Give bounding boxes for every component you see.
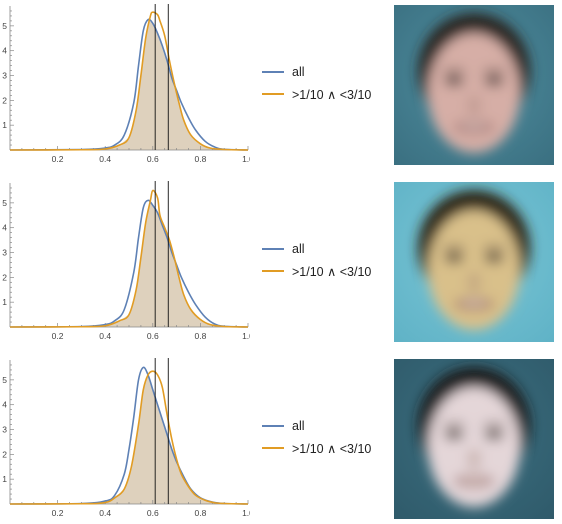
legend-swatch-subset	[262, 447, 284, 449]
y-tick-label: 5	[2, 21, 7, 31]
legend-swatch-all	[262, 71, 284, 73]
left-brow	[442, 422, 466, 428]
overlap-fill	[10, 21, 248, 150]
legend-item-subset: >1/10 ∧ <3/10	[262, 260, 371, 282]
density-curve-subset	[9, 189, 249, 328]
legend-item-all: all	[262, 415, 371, 437]
legend-swatch-all	[262, 425, 284, 427]
y-tick-label: 3	[2, 71, 7, 81]
x-tick-label: 1.0	[242, 154, 250, 164]
legend-item-all: all	[262, 238, 371, 260]
density-curve-subset	[9, 11, 249, 151]
right-eye	[484, 76, 504, 86]
nose	[467, 449, 481, 469]
x-tick-label: 0.6	[147, 508, 159, 518]
average-face-image-1	[394, 5, 554, 165]
legend-item-subset: >1/10 ∧ <3/10	[262, 83, 371, 105]
right-eye	[484, 253, 504, 263]
face-shape	[428, 387, 520, 507]
x-tick-label: 0.8	[194, 154, 206, 164]
chart-row-1: 0.2 0.4 0.6 0.8 1.0 1 2 3 4 5 all >1/10 ∧ <3/10	[0, 0, 562, 170]
legend-label-subset: >1/10 ∧ <3/10	[292, 87, 372, 102]
x-tick-label: 0.4	[99, 154, 111, 164]
y-tick-label: 3	[2, 248, 7, 258]
y-tick-label: 4	[2, 46, 7, 56]
y-tick-label: 2	[2, 449, 7, 459]
legend-label-subset: >1/10 ∧ <3/10	[292, 441, 372, 456]
x-tick-label: 0.2	[52, 331, 64, 341]
overlap-fill	[10, 374, 248, 504]
y-tick-label: 1	[2, 474, 7, 484]
right-brow	[482, 68, 506, 74]
x-tick-label: 0.6	[147, 331, 159, 341]
x-tick-label: 0.4	[99, 508, 111, 518]
teeth	[460, 123, 488, 129]
teeth	[460, 300, 488, 306]
legend-label-subset: >1/10 ∧ <3/10	[292, 264, 372, 279]
chart-row-2: 0.2 0.4 0.6 0.8 1.0 1 2 3 4 5 all >1/10 ∧ <3/10	[0, 177, 562, 347]
left-eye	[444, 253, 464, 263]
y-tick-label: 2	[2, 95, 7, 105]
legend-3: all >1/10 ∧ <3/10	[262, 415, 371, 459]
density-curve-all	[9, 18, 249, 151]
average-face-image-3	[394, 359, 554, 519]
density-plot-2: 0.2 0.4 0.6 0.8 1.0 1 2 3 4 5	[2, 181, 250, 341]
legend-swatch-all	[262, 248, 284, 250]
face-shape	[428, 210, 520, 330]
y-tick-label: 1	[2, 120, 7, 130]
right-brow	[482, 422, 506, 428]
legend-2: all >1/10 ∧ <3/10	[262, 238, 371, 282]
x-tick-label: 0.8	[194, 508, 206, 518]
overlap-fill	[10, 202, 248, 327]
x-tick-label: 1.0	[242, 331, 250, 341]
x-tick-label: 1.0	[242, 508, 250, 518]
x-tick-label: 0.4	[99, 331, 111, 341]
average-face-image-2	[394, 182, 554, 342]
x-tick-label: 0.2	[52, 154, 64, 164]
left-eye	[444, 430, 464, 440]
density-plot-3: 0.2 0.4 0.6 0.8 1.0 1 2 3 4 5	[2, 358, 250, 518]
legend-swatch-subset	[262, 270, 284, 272]
nose	[467, 272, 481, 292]
y-tick-label: 2	[2, 272, 7, 282]
left-eye	[444, 76, 464, 86]
x-tick-label: 0.6	[147, 154, 159, 164]
x-tick-label: 0.8	[194, 331, 206, 341]
left-brow	[442, 245, 466, 251]
legend-item-subset: >1/10 ∧ <3/10	[262, 437, 371, 459]
right-brow	[482, 245, 506, 251]
teeth	[460, 477, 488, 483]
face-shape	[428, 33, 520, 153]
left-brow	[442, 68, 466, 74]
x-tick-label: 0.2	[52, 508, 64, 518]
legend-1: all >1/10 ∧ <3/10	[262, 61, 371, 105]
y-tick-label: 5	[2, 375, 7, 385]
density-curve-subset	[9, 370, 249, 505]
legend-swatch-subset	[262, 93, 284, 95]
legend-item-all: all	[262, 61, 371, 83]
density-plot-1: 0.2 0.4 0.6 0.8 1.0 1 2 3 4 5	[2, 4, 250, 164]
chart-row-3: 0.2 0.4 0.6 0.8 1.0 1 2 3 4 5 all >1/10 ∧ <3/10	[0, 354, 562, 524]
y-tick-label: 5	[2, 198, 7, 208]
legend-label-all: all	[292, 242, 305, 256]
y-tick-label: 1	[2, 297, 7, 307]
right-eye	[484, 430, 504, 440]
y-tick-label: 4	[2, 223, 7, 233]
legend-label-all: all	[292, 419, 305, 433]
legend-label-all: all	[292, 65, 305, 79]
nose	[467, 95, 481, 115]
y-tick-label: 3	[2, 425, 7, 435]
y-tick-label: 4	[2, 400, 7, 410]
density-curve-all	[9, 199, 249, 328]
